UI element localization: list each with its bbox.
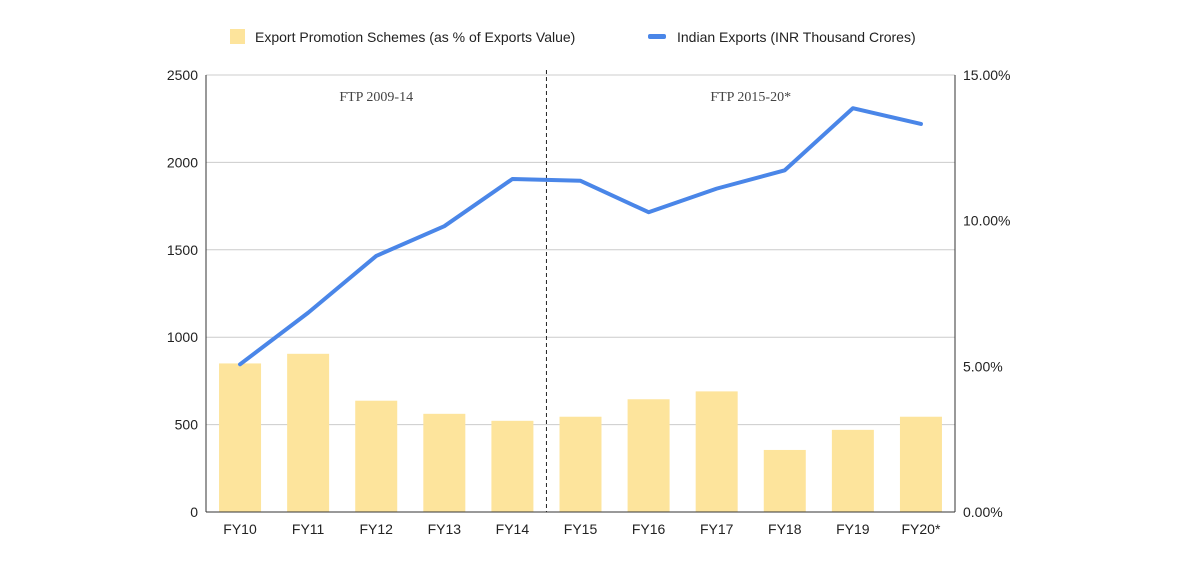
bar-fy14 bbox=[491, 420, 534, 512]
x-tick-label: FY13 bbox=[428, 521, 462, 537]
x-tick-label: FY20* bbox=[901, 521, 940, 537]
legend-swatch-line bbox=[648, 34, 666, 39]
right-tick-label: 5.00% bbox=[963, 358, 1003, 374]
legend-label-line: Indian Exports (INR Thousand Crores) bbox=[677, 29, 916, 45]
bar-fy16 bbox=[627, 399, 670, 512]
left-tick-label: 2500 bbox=[167, 67, 198, 83]
x-tick-label: FY11 bbox=[292, 521, 325, 537]
x-tick-label: FY18 bbox=[768, 521, 802, 537]
left-tick-label: 1000 bbox=[167, 329, 198, 345]
bar-fy18 bbox=[763, 449, 806, 512]
x-tick-label: FY14 bbox=[496, 521, 530, 537]
legend-swatch-bars bbox=[230, 29, 245, 44]
legend-label-bars: Export Promotion Schemes (as % of Export… bbox=[255, 29, 575, 45]
bar-fy10 bbox=[219, 363, 262, 512]
x-tick-label: FY12 bbox=[359, 521, 393, 537]
right-tick-label: 10.00% bbox=[963, 213, 1010, 229]
x-tick-label: FY10 bbox=[223, 521, 257, 537]
x-tick-label: FY15 bbox=[564, 521, 598, 537]
bar-fy19 bbox=[831, 429, 874, 512]
right-tick-label: 0.00% bbox=[963, 504, 1003, 520]
right-axis-ticks: 0.00% 5.00% 10.00% 15.00% bbox=[963, 67, 1010, 520]
left-tick-label: 1500 bbox=[167, 242, 198, 258]
x-tick-label: FY16 bbox=[632, 521, 666, 537]
left-tick-label: 2000 bbox=[167, 154, 198, 170]
x-tick-label: FY17 bbox=[700, 521, 734, 537]
axes bbox=[205, 75, 956, 513]
legend: Export Promotion Schemes (as % of Export… bbox=[230, 29, 916, 45]
x-tick-label: FY19 bbox=[836, 521, 870, 537]
bar-fy12 bbox=[355, 400, 398, 512]
bar-series bbox=[219, 353, 942, 512]
x-axis-ticks: FY10 FY11 FY12 FY13 FY14 FY15 FY16 FY17 FY18 FY19… bbox=[223, 521, 941, 537]
bar-fy15 bbox=[559, 416, 602, 512]
right-tick-label: 15.00% bbox=[963, 67, 1010, 83]
left-tick-label: 0 bbox=[190, 504, 198, 520]
period-labels: FTP 2009-14 FTP 2015-20* bbox=[339, 90, 791, 105]
bar-fy17 bbox=[695, 391, 738, 512]
line-series bbox=[238, 106, 923, 367]
period-label: FTP 2009-14 bbox=[339, 90, 413, 105]
period-label: FTP 2015-20* bbox=[710, 90, 791, 105]
bar-fy20 bbox=[899, 416, 942, 512]
left-axis-ticks: 0 500 1000 1500 2000 2500 bbox=[167, 67, 198, 520]
left-tick-label: 500 bbox=[175, 417, 199, 433]
bar-fy11 bbox=[287, 353, 330, 512]
gridlines bbox=[206, 74, 955, 426]
exports-line bbox=[238, 106, 923, 367]
bar-fy13 bbox=[423, 413, 466, 512]
